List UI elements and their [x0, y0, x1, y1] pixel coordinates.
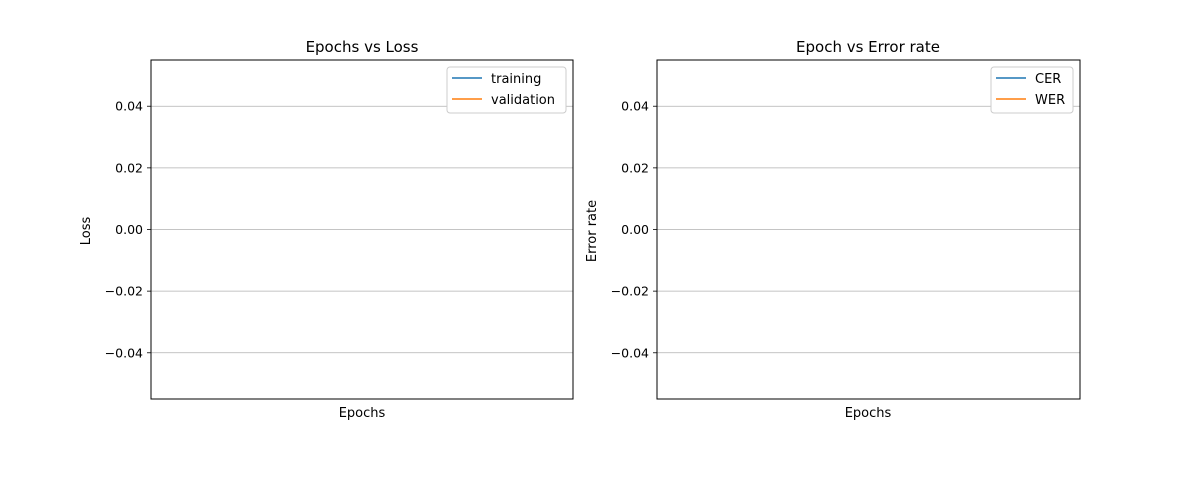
legend-label-training: training: [491, 72, 541, 87]
y-tick-label: −0.02: [611, 284, 649, 299]
legend-label-wer: WER: [1035, 93, 1065, 108]
y-tick-label: −0.02: [105, 284, 143, 299]
legend-label-validation: validation: [491, 93, 555, 108]
y-tick-label: 0.02: [115, 160, 143, 175]
error-rate-legend: CER WER: [990, 66, 1074, 114]
error-rate-plot-area: [656, 59, 1081, 400]
loss-chart: Epochs vs Loss 0.04 0.02 0.00 −0.02 −0.04 Ep…: [79, 38, 574, 421]
error-rate-chart-title: Epoch vs Error rate: [796, 38, 940, 56]
y-tick-label: 0.02: [621, 160, 649, 175]
y-tick-label: 0.00: [621, 222, 649, 237]
y-tick-label: 0.00: [115, 222, 143, 237]
error-rate-chart: Epoch vs Error rate 0.04 0.02 0.00 −0.02 −0.…: [585, 38, 1081, 421]
legend-label-cer: CER: [1035, 72, 1061, 87]
y-tick-label: −0.04: [105, 345, 143, 360]
loss-grid: [151, 105, 573, 354]
loss-y-axis-label: Loss: [79, 217, 94, 246]
error-rate-y-axis-label: Error rate: [585, 200, 600, 262]
error-rate-x-axis-label: Epochs: [845, 406, 892, 421]
error-rate-grid: [657, 105, 1080, 354]
loss-y-ticks: 0.04 0.02 0.00 −0.02 −0.04: [105, 99, 151, 360]
loss-x-axis-label: Epochs: [339, 406, 386, 421]
loss-chart-title: Epochs vs Loss: [306, 38, 419, 56]
y-tick-label: 0.04: [115, 99, 143, 114]
loss-plot-area: [150, 59, 574, 400]
loss-legend: training validation: [446, 66, 567, 114]
y-tick-label: 0.04: [621, 99, 649, 114]
error-rate-y-ticks: 0.04 0.02 0.00 −0.02 −0.04: [611, 99, 657, 360]
y-tick-label: −0.04: [611, 345, 649, 360]
